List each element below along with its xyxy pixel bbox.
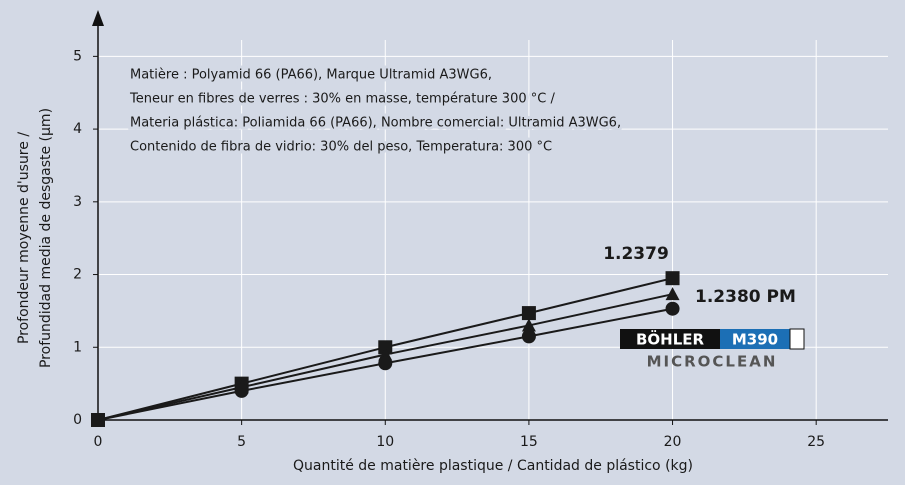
y-axis-label: Profondeur moyenne d'usure / — [16, 132, 32, 344]
marker — [521, 329, 536, 344]
marker — [665, 287, 680, 301]
marker — [378, 340, 393, 355]
logo-grade: M390 — [732, 331, 778, 349]
x-tick-label: 25 — [807, 434, 825, 450]
y-tick-label: 5 — [73, 48, 82, 64]
marker — [234, 383, 249, 398]
annotation: Contenido de fibra de vidrio: 30% del pe… — [130, 140, 552, 155]
marker — [521, 318, 536, 332]
marker — [91, 413, 105, 427]
y-axis-arrow — [92, 10, 104, 26]
x-tick-label: 15 — [520, 434, 538, 450]
marker — [665, 271, 680, 286]
x-tick-label: 5 — [237, 434, 246, 450]
logo: BÖHLER M390 MICROCLEAN — [620, 328, 805, 371]
y-tick-label: 1 — [73, 339, 82, 355]
y-tick-label: 3 — [73, 194, 82, 210]
series-label: 1.2379 — [603, 244, 669, 264]
marker — [378, 356, 393, 371]
logo-brand-box — [620, 329, 720, 349]
logo-grade-box — [720, 329, 790, 349]
marker — [665, 301, 680, 316]
x-axis-label: Quantité de matière plastique / Cantidad… — [293, 458, 693, 474]
logo-end-box — [789, 328, 805, 350]
y-tick-label: 4 — [73, 121, 82, 137]
x-tick-label: 0 — [94, 434, 103, 450]
y-axis-label: Profundidad media de desgaste (µm) — [38, 108, 54, 368]
y-tick-label: 2 — [73, 267, 82, 283]
annotation: Matière : Polyamid 66 (PA66), Marque Ult… — [130, 68, 492, 83]
y-tick-label: 0 — [73, 412, 82, 428]
x-tick-label: 10 — [376, 434, 394, 450]
series-label: 1.2380 PM — [695, 287, 796, 307]
annotation: Materia plástica: Poliamida 66 (PA66), N… — [130, 116, 621, 131]
x-tick-label: 20 — [664, 434, 682, 450]
annotation: Teneur en fibres de verres : 30% en mass… — [129, 92, 555, 107]
marker — [521, 306, 536, 321]
logo-brand: BÖHLER — [636, 330, 705, 349]
logo-sub: MICROCLEAN — [647, 353, 778, 371]
